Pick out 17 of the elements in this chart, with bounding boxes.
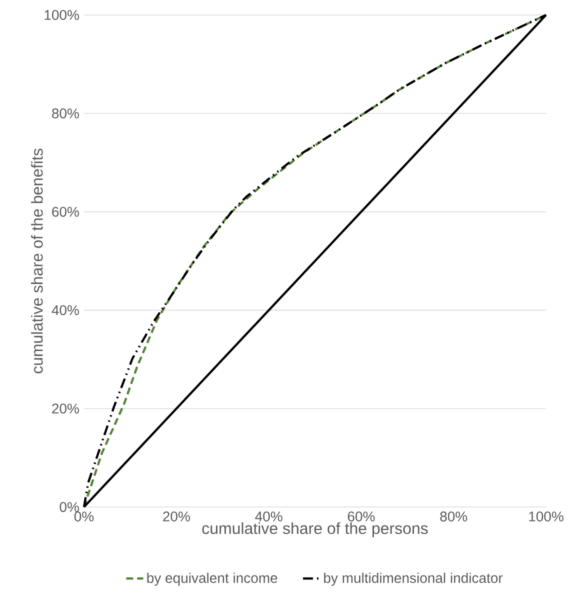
- x-tick-label: 100%: [529, 512, 564, 522]
- y-tick-label: 40%: [52, 305, 79, 316]
- line-series: [82, 14, 548, 508]
- x-tick-label: 80%: [440, 512, 468, 522]
- y-tick-label: 0%: [60, 502, 79, 512]
- y-tick-label: 80%: [52, 108, 79, 118]
- legend-label: by multidimensional indicator: [324, 572, 503, 586]
- legend-label: by equivalent income: [147, 572, 278, 586]
- x-tick-label: 40%: [255, 512, 282, 522]
- x-tick-label: 20%: [163, 512, 190, 522]
- y-tick-label: 20%: [52, 404, 79, 414]
- x-tick-label: 0%: [74, 512, 94, 522]
- y-tick-label: 100%: [44, 10, 79, 20]
- y-tick-label: 60%: [52, 206, 79, 217]
- x-tick-label: 60%: [348, 512, 375, 522]
- y-axis-title: cumulative share of the benefits: [31, 148, 43, 374]
- x-axis-title: cumulative share of the persons: [202, 522, 428, 538]
